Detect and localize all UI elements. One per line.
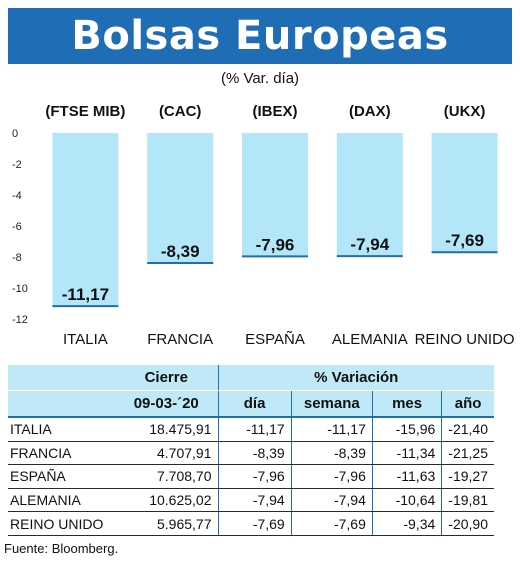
index-label: (DAX) — [349, 103, 391, 120]
row-dia: -7,69 — [217, 511, 292, 536]
bar-chart: 0 -2 -4 -6 -8 -10 -12 -11,17 (FTSE MIB) ITALIA -8,… — [12, 103, 515, 348]
y-tick-label: -10 — [12, 283, 28, 295]
row-ano: -19,81 — [441, 488, 494, 513]
table-corner-2 — [8, 390, 115, 417]
table-row: ALEMANIA 10.625,02 -7,94 -7,94 -10,64 -1… — [8, 488, 494, 513]
x-tick-label: REINO UNIDO — [415, 331, 515, 348]
data-label: -11,17 — [62, 285, 109, 304]
header-semana: semana — [290, 390, 373, 417]
chart-subtitle: (% Var. día) — [220, 70, 300, 87]
row-semana: -8,39 — [290, 441, 373, 466]
x-tick-label: ALEMANIA — [332, 331, 408, 348]
row-name: ITALIA — [8, 415, 115, 442]
header-variacion: % Variación — [217, 365, 494, 391]
table-row: ESPAÑA 7.708,70 -7,96 -7,96 -11,63 -19,2… — [8, 464, 494, 489]
row-ano: -19,27 — [441, 464, 494, 489]
table-corner — [8, 365, 115, 391]
header-ano: año — [441, 390, 494, 417]
x-tick-label: ITALIA — [63, 331, 108, 348]
row-cierre: 10.625,02 — [115, 488, 218, 513]
header-date: 09-03-´20 — [115, 390, 218, 417]
row-cierre: 18.475,91 — [115, 415, 218, 442]
bar — [336, 133, 403, 257]
y-tick-label: -2 — [12, 159, 22, 171]
x-tick-label: ESPAÑA — [245, 331, 305, 348]
y-tick-label: -12 — [12, 314, 28, 326]
row-semana: -11,17 — [290, 415, 373, 442]
y-tick-label: 0 — [12, 128, 18, 140]
table-row: ITALIA 18.475,91 -11,17 -11,17 -15,96 -2… — [8, 415, 494, 442]
header-dia: día — [217, 390, 292, 417]
index-label: (UKX) — [444, 103, 486, 120]
row-semana: -7,69 — [290, 511, 373, 536]
row-mes: -10,64 — [371, 488, 442, 513]
row-mes: -11,63 — [371, 464, 442, 489]
data-label: -7,96 — [256, 235, 295, 254]
bar — [431, 133, 498, 253]
row-mes: -11,34 — [371, 441, 442, 466]
source-note: Fuente: Bloomberg. — [4, 541, 119, 556]
row-ano: -20,90 — [441, 511, 494, 536]
row-semana: -7,94 — [290, 488, 373, 513]
table-row: FRANCIA 4.707,91 -8,39 -8,39 -11,34 -21,… — [8, 441, 494, 466]
index-label: (CAC) — [159, 103, 202, 120]
row-mes: -9,34 — [371, 511, 442, 536]
title-banner: Bolsas Europeas — [8, 8, 512, 64]
row-dia: -11,17 — [217, 415, 292, 442]
data-label: -7,94 — [350, 235, 389, 254]
bar — [147, 133, 214, 264]
data-label: -7,69 — [445, 231, 484, 250]
data-label: -8,39 — [161, 242, 200, 261]
row-cierre: 5.965,77 — [115, 511, 218, 536]
row-name: ALEMANIA — [8, 488, 115, 513]
row-name: ESPAÑA — [8, 464, 115, 489]
table-row: REINO UNIDO 5.965,77 -7,69 -7,69 -9,34 -… — [8, 511, 494, 536]
row-dia: -7,94 — [217, 488, 292, 513]
bar — [52, 133, 119, 307]
row-name: REINO UNIDO — [8, 511, 115, 536]
data-table: Cierre % Variación 09-03-´20 día semana … — [8, 365, 494, 536]
header-mes: mes — [371, 390, 442, 417]
row-ano: -21,25 — [441, 441, 494, 466]
header-cierre: Cierre — [115, 365, 218, 391]
bar — [242, 133, 308, 257]
index-label: (FTSE MIB) — [45, 103, 125, 120]
row-dia: -7,96 — [217, 464, 292, 489]
x-tick-label: FRANCIA — [147, 331, 213, 348]
row-dia: -8,39 — [217, 441, 292, 466]
y-tick-label: -8 — [12, 252, 22, 264]
index-label: (IBEX) — [253, 103, 298, 120]
chart-title: Bolsas Europeas — [71, 13, 449, 59]
row-ano: -21,40 — [441, 415, 494, 442]
row-semana: -7,96 — [290, 464, 373, 489]
row-cierre: 7.708,70 — [115, 464, 218, 489]
row-name: FRANCIA — [8, 441, 115, 466]
row-mes: -15,96 — [371, 415, 442, 442]
y-tick-label: -6 — [12, 221, 22, 233]
row-cierre: 4.707,91 — [115, 441, 218, 466]
y-tick-label: -4 — [12, 190, 22, 202]
